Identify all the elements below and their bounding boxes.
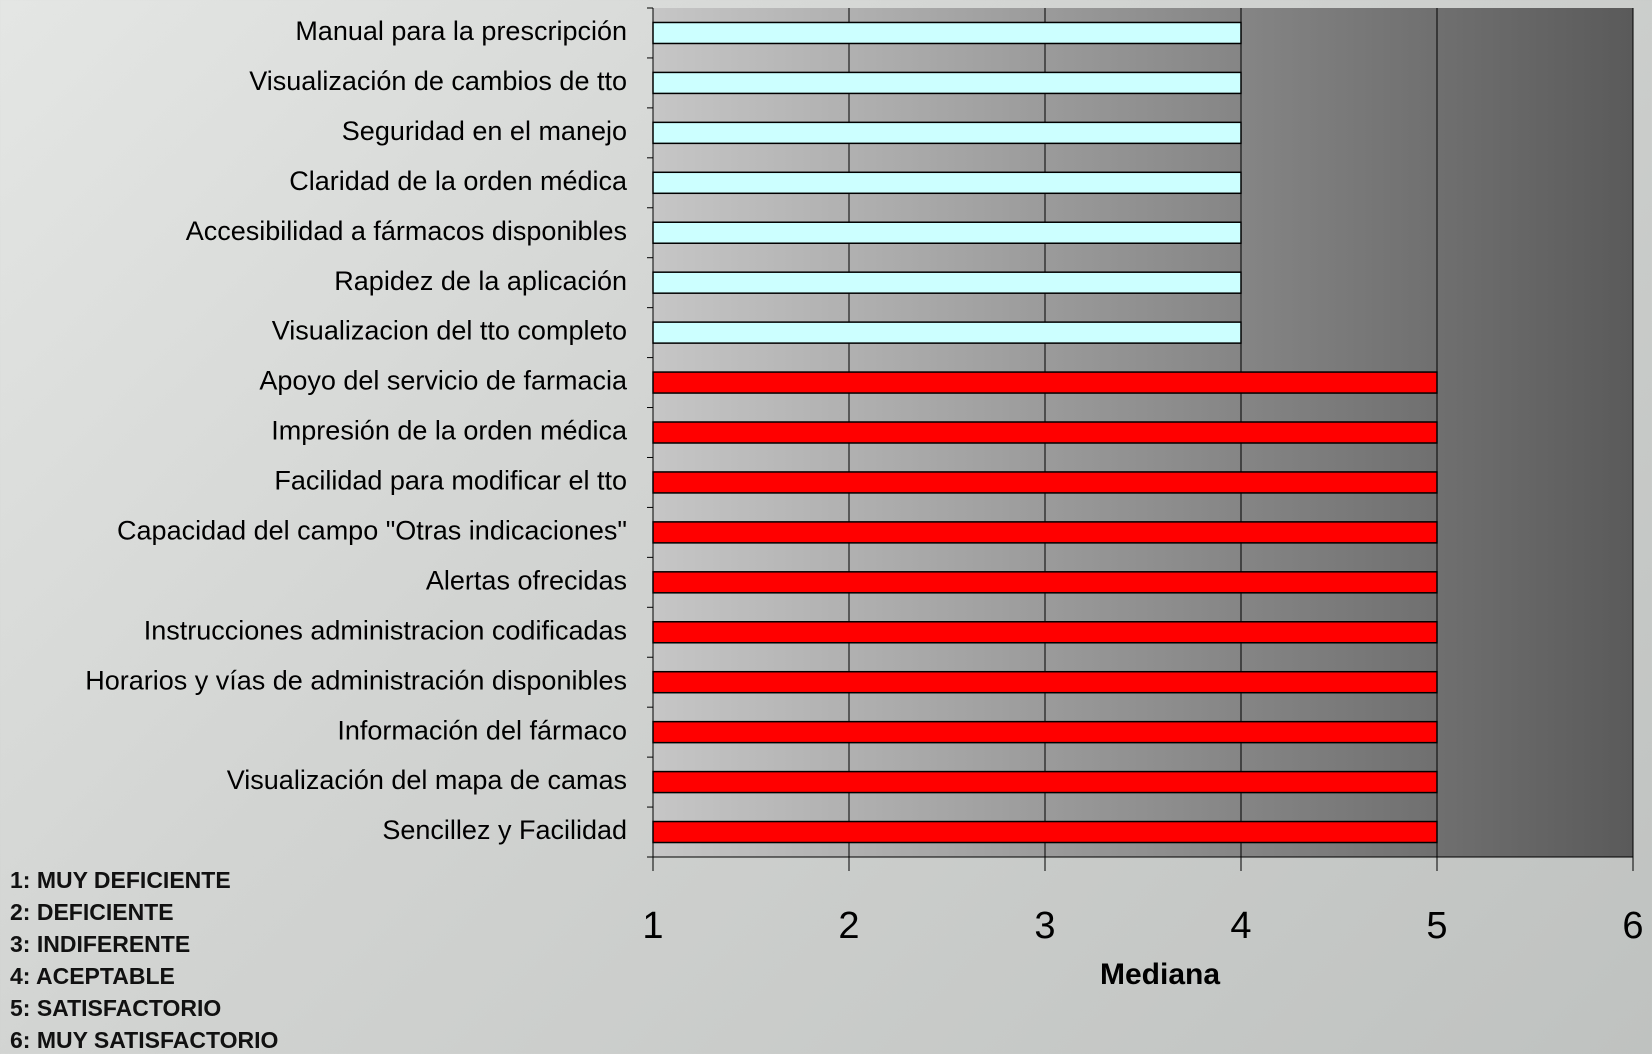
- scale-note: 1: MUY DEFICIENTE: [10, 867, 231, 893]
- bar: [652, 471, 1438, 494]
- y-tick-label: Claridad de la orden médica: [289, 166, 628, 196]
- y-tick-label: Impresión de la orden médica: [271, 416, 628, 446]
- y-tick-label: Facilidad para modificar el tto: [274, 466, 627, 496]
- y-tick-label: Capacidad del campo "Otras indicaciones": [117, 516, 627, 546]
- x-tick-label: 4: [1230, 905, 1251, 947]
- scale-note: 5: SATISFACTORIO: [10, 995, 221, 1021]
- bar: [652, 221, 1242, 244]
- scale-note: 3: INDIFERENTE: [10, 931, 190, 957]
- bar: [652, 271, 1242, 294]
- y-tick-label: Visualización del mapa de camas: [227, 765, 627, 795]
- y-tick-label: Alertas ofrecidas: [426, 565, 627, 595]
- bar: [652, 521, 1438, 544]
- scale-note: 4: ACEPTABLE: [10, 963, 175, 989]
- bar: [652, 421, 1438, 444]
- x-tick-label: 3: [1034, 905, 1055, 947]
- bar: [652, 21, 1242, 45]
- bar: [652, 321, 1242, 344]
- bar: [652, 770, 1438, 794]
- y-tick-label: Visualizacion del tto completo: [272, 316, 627, 346]
- y-tick-label: Visualización de cambios de tto: [249, 66, 627, 96]
- x-tick-label: 2: [838, 905, 859, 947]
- bar: [652, 720, 1438, 744]
- y-tick-label: Horarios y vías de administración dispon…: [85, 665, 627, 695]
- x-tick-label: 1: [642, 905, 663, 947]
- bar: [652, 670, 1438, 694]
- bar: [652, 621, 1438, 644]
- x-tick-label: 5: [1426, 905, 1447, 947]
- y-tick-label: Seguridad en el manejo: [342, 116, 627, 146]
- bar: [652, 371, 1438, 394]
- scale-note: 6: MUY SATISFACTORIO: [10, 1027, 278, 1053]
- x-axis-title: Mediana: [1100, 958, 1220, 991]
- x-tick-label: 6: [1622, 905, 1643, 947]
- bar: [652, 820, 1438, 844]
- y-tick-label: Información del fármaco: [337, 715, 627, 745]
- bar: [652, 71, 1242, 95]
- y-tick-label: Manual para la prescripción: [295, 16, 627, 46]
- y-tick-label: Sencillez y Facilidad: [382, 815, 627, 845]
- bar: [652, 121, 1242, 145]
- y-tick-label: Apoyo del servicio de farmacia: [259, 366, 628, 396]
- y-tick-label: Instrucciones administracion codificadas: [144, 615, 627, 645]
- scale-note: 2: DEFICIENTE: [10, 899, 174, 925]
- y-tick-label: Accesibilidad a fármacos disponibles: [186, 216, 627, 246]
- y-tick-label: Rapidez de la aplicación: [334, 266, 627, 296]
- bar: [652, 571, 1438, 594]
- bar: [652, 171, 1242, 195]
